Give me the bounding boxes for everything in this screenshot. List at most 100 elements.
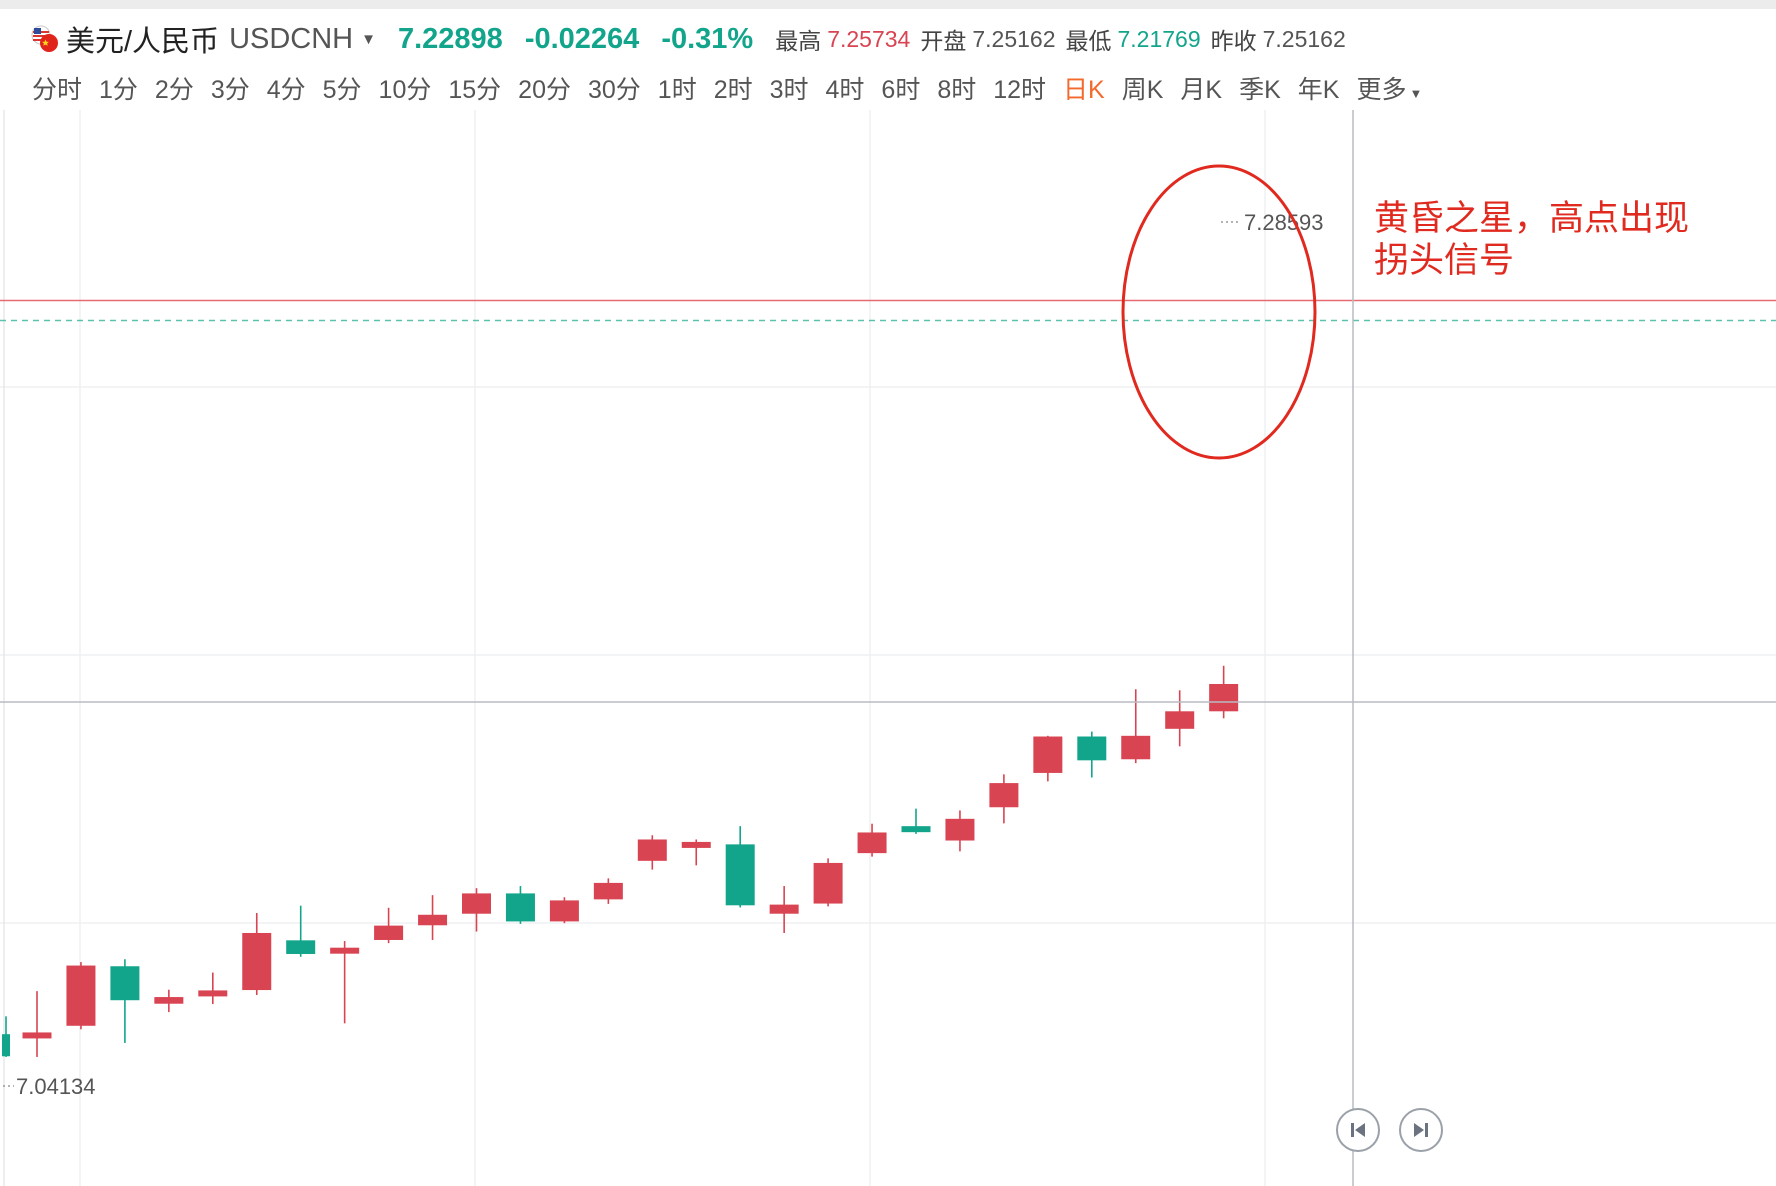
period-tab[interactable]: 年K [1298, 70, 1340, 106]
candles [2, 665, 1239, 1057]
period-tab[interactable]: 周K [1122, 70, 1164, 106]
period-tab-label: 15分 [448, 76, 502, 104]
period-tab[interactable]: 日K [1063, 70, 1105, 106]
period-tab-label: 1分 [99, 76, 138, 104]
period-tab-label: 4分 [266, 76, 306, 104]
period-tab[interactable]: 5分 [323, 70, 362, 106]
candle [1121, 689, 1151, 764]
price-change-pct: -0.31% [661, 22, 754, 55]
candle-body [989, 783, 1019, 808]
candle [901, 808, 931, 834]
candle [1165, 690, 1195, 747]
candle [242, 913, 272, 995]
candle-body [1121, 735, 1151, 760]
period-tab-label: 2时 [713, 76, 753, 104]
candle [637, 835, 667, 870]
period-tab[interactable]: 2分 [155, 70, 194, 106]
period-tab[interactable]: 20分 [518, 70, 571, 106]
annotation-line-1: 黄昏之星，高点出现 [1374, 199, 1690, 238]
period-tab-label: 季K [1239, 76, 1281, 104]
step-forward-button[interactable] [1399, 1108, 1443, 1152]
candle-body [725, 844, 755, 906]
period-tab[interactable]: 1时 [658, 70, 697, 106]
period-tab[interactable]: 4分 [267, 70, 306, 106]
pair-dropdown-caret-icon[interactable]: ▼ [361, 30, 376, 48]
chart-reference-lines [0, 299, 1776, 322]
stat-label: 最低 [1065, 28, 1112, 54]
candle [286, 905, 316, 957]
period-tab-label: 周K [1121, 76, 1164, 104]
candle-body [286, 940, 316, 954]
period-tab-label: 年K [1297, 76, 1340, 104]
stat-value: 7.25734 [827, 25, 911, 52]
candle-body [857, 832, 887, 854]
min-price-label: 7.04134 [16, 1074, 96, 1099]
candle [154, 989, 184, 1013]
candle-body [945, 818, 975, 841]
period-tab[interactable]: 4时 [826, 70, 865, 106]
price-change: -0.02264 [524, 22, 640, 55]
stat-value: 7.21769 [1117, 25, 1201, 52]
period-tab[interactable]: 月K [1180, 70, 1222, 106]
period-tab-label: 月K [1180, 76, 1223, 104]
candle [2, 1016, 10, 1057]
candle-body [198, 990, 228, 997]
period-tab-label: 30分 [587, 76, 641, 104]
period-tab[interactable]: 3分 [211, 70, 250, 106]
period-tab[interactable]: 2时 [714, 70, 753, 106]
candle-body [66, 965, 96, 1026]
stat-value: 7.25162 [1262, 25, 1346, 52]
period-tab[interactable]: 15分 [448, 70, 501, 106]
candle-body [110, 966, 140, 1001]
candle [22, 991, 52, 1057]
candle [110, 959, 140, 1043]
max-price-label: 7.28593 [1244, 210, 1324, 235]
candle [725, 826, 755, 908]
candle-body [1077, 736, 1107, 761]
period-tab[interactable]: 8时 [937, 70, 976, 106]
period-tab-label: 5分 [322, 76, 362, 104]
period-tab[interactable]: 更多 ▼ [1356, 70, 1422, 106]
period-tab-label: 12时 [993, 76, 1047, 104]
evening-star-annotation: 黄昏之星，高点出现 拐头信号 [1374, 198, 1734, 282]
candle-body [418, 914, 448, 926]
stat-label: 最高 [775, 28, 822, 54]
period-tab[interactable]: 3时 [770, 70, 809, 106]
period-tab[interactable]: 10分 [379, 70, 432, 106]
period-tab-label: 1时 [657, 76, 697, 104]
candle-body [549, 900, 579, 922]
quote-header: 美元/人民币 USDCNH ▼ 7.22898 -0.02264 -0.31% … [30, 14, 1356, 64]
period-tab[interactable]: 12时 [993, 70, 1046, 106]
period-tab-label: 10分 [378, 76, 432, 104]
candle [593, 878, 623, 904]
candle [549, 897, 579, 924]
period-tab[interactable]: 分时 [32, 70, 82, 106]
candle [418, 895, 448, 940]
period-tab-label: 8时 [937, 76, 977, 104]
candle-body [1033, 736, 1063, 773]
candle-body [1209, 683, 1239, 712]
candle [330, 941, 360, 1024]
period-tab-label: 3时 [769, 76, 809, 104]
skip-back-button[interactable] [1336, 1108, 1380, 1152]
period-tab[interactable]: 30分 [588, 70, 641, 106]
period-tab[interactable]: 季K [1239, 70, 1281, 106]
stat-label: 昨收 [1210, 28, 1257, 54]
candle [505, 886, 535, 924]
quote-stats: 最高 7.25734 开盘 7.25162 最低 7.21769 昨收 7.25162 [775, 22, 1356, 56]
candle-body [637, 839, 667, 861]
candle-body [505, 893, 535, 922]
period-tab[interactable]: 1分 [99, 70, 138, 106]
candlestick-chart[interactable]: 7.28593 7.04134 [0, 110, 1776, 1186]
period-tab-label: 更多 [1356, 76, 1407, 104]
candle [462, 888, 491, 932]
candle-body [769, 904, 799, 914]
candle [66, 962, 96, 1030]
candle [945, 810, 975, 852]
last-price: 7.22898 [397, 22, 503, 55]
candle [681, 839, 711, 866]
candle [813, 858, 843, 907]
candle-body [374, 925, 404, 940]
chart-grid [0, 110, 1776, 1186]
period-tab[interactable]: 6时 [881, 70, 920, 106]
